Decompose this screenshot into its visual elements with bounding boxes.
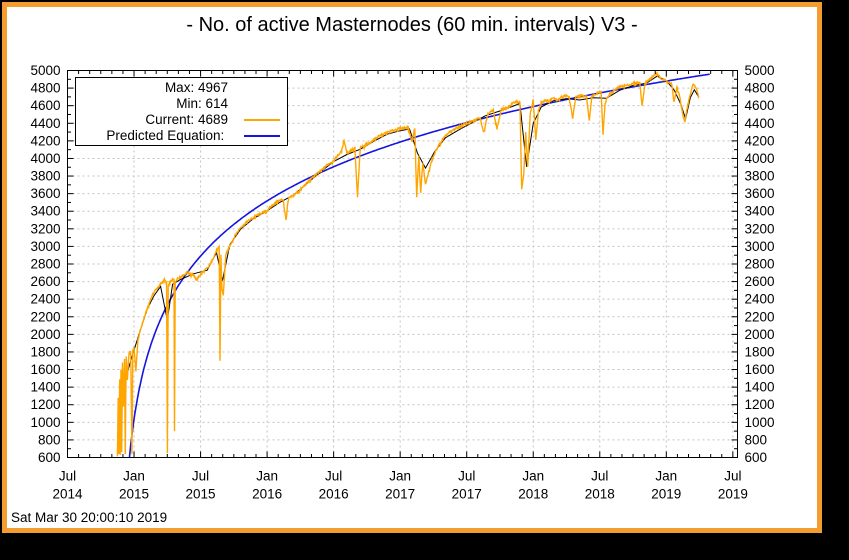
y-tick-label: 4600 [745,98,775,113]
legend-row-current: Current: 4689 [76,112,287,128]
legend-predicted-label: Predicted Equation: [106,128,228,143]
y-tick-label: 2800 [745,257,775,272]
y-tick-label: 1000 [30,415,60,430]
x-tick-label-month: Jan [655,469,677,484]
x-tick-label-year: 2018 [585,487,615,502]
y-tick-label: 4600 [30,98,60,113]
x-tick-label-year: 2017 [452,487,482,502]
x-axis-tick-labels: Jul 2014 Jan 2015 Jul 2015 Jan 2016 Jul 2016 Jan 20… [52,469,747,502]
y-tick-label: 2000 [745,327,775,342]
y-axis-tick-labels-right: 600 800 1000 1200 1400 1600 1800 2000 2200 2400 26… [745,63,775,465]
legend-empty-sample-2 [244,103,280,105]
x-tick-label-year: 2016 [319,487,349,502]
y-tick-label: 1600 [30,362,60,377]
chart-title: - No. of active Masternodes (60 min. int… [186,14,638,36]
legend-max-label: Max: [164,80,198,95]
y-tick-label: 3400 [30,204,60,219]
y-tick-label: 2800 [30,257,60,272]
y-axis-tick-labels-left: 600 800 1000 1200 1400 1600 1800 2000 2200 2400 26… [30,63,60,465]
y-tick-label: 3600 [745,186,775,201]
x-tick-label-year: 2017 [385,487,415,502]
y-tick-label: 3200 [30,221,60,236]
y-tick-label: 1400 [745,380,775,395]
y-tick-label: 2600 [745,274,775,289]
y-tick-label: 1200 [30,397,60,412]
x-tick-label-year: 2015 [119,487,149,502]
y-tick-label: 800 [745,432,768,447]
y-tick-label: 2400 [745,292,775,307]
y-tick-label: 3000 [30,239,60,254]
y-tick-label: 2000 [30,327,60,342]
y-tick-label: 5000 [30,63,60,78]
y-tick-label: 2400 [30,292,60,307]
x-tick-label-month: Jul [325,469,342,484]
chart-panel: - No. of active Masternodes (60 min. int… [2,2,822,533]
series-active-line [116,70,700,457]
x-tick-label-year: 2019 [718,487,748,502]
legend-min-value: 614 [205,96,228,111]
y-tick-label: 4800 [745,81,775,96]
legend-current-line-sample [244,118,280,121]
y-tick-label: 1600 [745,362,775,377]
y-tick-label: 4400 [745,116,775,131]
x-tick-label-month: Jul [59,469,76,484]
y-tick-label: 4200 [30,133,60,148]
y-tick-label: 4000 [30,151,60,166]
x-tick-label-month: Jan [256,469,278,484]
legend-current-value: 4689 [197,112,228,127]
legend-predicted-line-sample [244,134,280,137]
y-tick-label: 2200 [745,309,775,324]
x-tick-label-year: 2016 [252,487,282,502]
legend-min-label: Min: [176,96,206,111]
chart-legend: Max: 4967 Min: 614 Current: 4689 Predict… [75,77,288,146]
legend-max-value: 4967 [197,80,228,95]
y-tick-label: 4200 [745,133,775,148]
x-tick-label-year: 2014 [52,487,83,502]
y-tick-label: 2200 [30,309,60,324]
y-tick-label: 3800 [30,169,60,184]
legend-row-min: Min: 614 [76,96,287,112]
y-tick-label: 3000 [745,239,775,254]
legend-row-max: Max: 4967 [76,80,287,96]
x-tick-label-month: Jan [389,469,411,484]
y-tick-label: 600 [38,450,61,465]
x-tick-label-year: 2018 [518,487,548,502]
y-tick-label: 4800 [30,81,60,96]
x-tick-label-month: Jul [192,469,209,484]
y-tick-label: 1200 [745,397,775,412]
x-tick-label-month: Jul [591,469,608,484]
y-tick-label: 3600 [30,186,60,201]
y-tick-label: 2600 [30,274,60,289]
x-tick-label-month: Jan [123,469,145,484]
x-tick-label-month: Jul [724,469,741,484]
y-tick-label: 1800 [745,344,775,359]
y-tick-label: 3800 [745,169,775,184]
y-tick-label: 800 [38,432,61,447]
y-tick-label: 1000 [745,415,775,430]
y-tick-label: 1800 [30,344,60,359]
legend-row-predicted: Predicted Equation: [76,128,287,144]
y-tick-label: 1400 [30,380,60,395]
legend-current-label: Current: [145,112,198,127]
y-tick-label: 600 [745,450,768,465]
x-tick-label-year: 2019 [651,487,681,502]
y-tick-label: 3400 [745,204,775,219]
x-tick-label-year: 2015 [186,487,216,502]
axis-ticks [67,70,738,458]
legend-empty-sample-1 [244,87,280,89]
x-tick-label-month: Jul [458,469,475,484]
y-tick-label: 4400 [30,116,60,131]
render-timestamp: Sat Mar 30 20:00:10 2019 [11,510,168,525]
x-tick-label-month: Jan [522,469,544,484]
y-tick-label: 4000 [745,151,775,166]
y-tick-label: 3200 [745,221,775,236]
y-tick-label: 5000 [745,63,775,78]
